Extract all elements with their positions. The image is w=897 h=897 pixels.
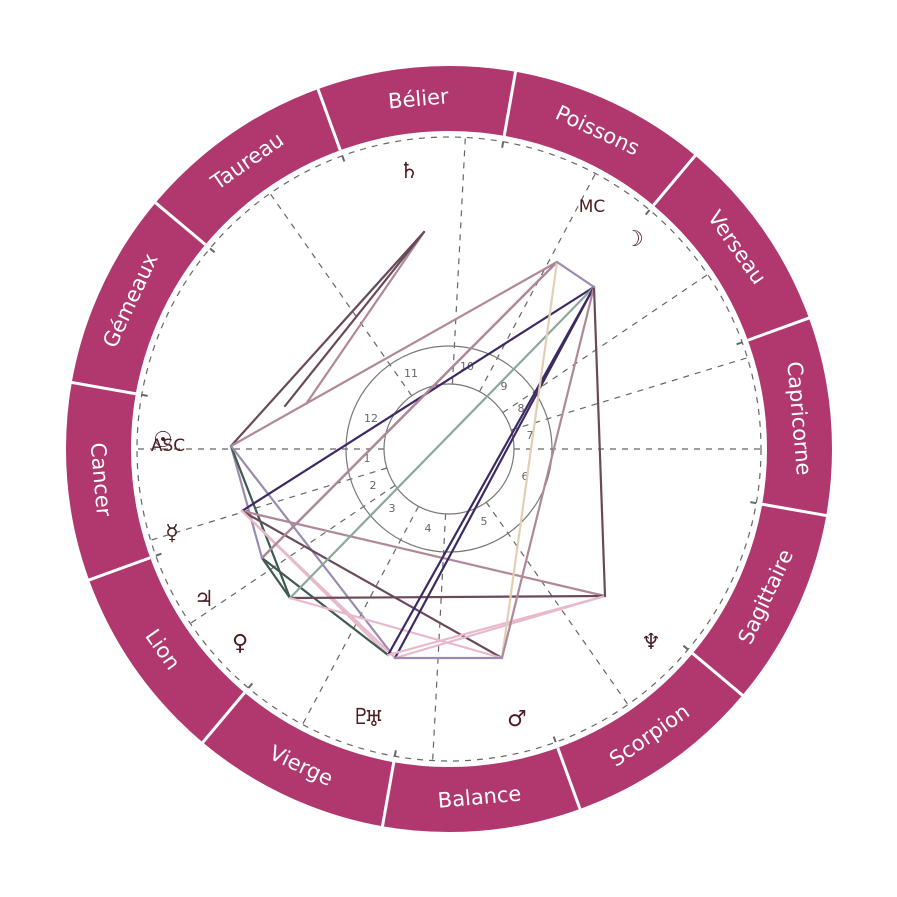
- house-number: 7: [527, 429, 534, 442]
- house-cusp-line: [451, 137, 466, 385]
- house-number: 1: [364, 452, 371, 465]
- sign-tick: [155, 552, 162, 557]
- house-number: 5: [481, 515, 488, 528]
- aspect-line: [283, 230, 426, 408]
- house-number: 2: [370, 479, 377, 492]
- aspect-line: [260, 260, 559, 560]
- aspect-line: [260, 556, 292, 600]
- sign-divider: [87, 556, 151, 582]
- sign-tick: [644, 209, 651, 216]
- saturn-icon: ♄: [399, 159, 419, 184]
- aspect-line: [229, 260, 559, 448]
- sign-divider: [652, 153, 697, 207]
- house-cusp-line: [190, 484, 396, 624]
- aspect-line: [592, 285, 607, 598]
- sign-divider: [70, 380, 137, 396]
- moon-icon: ☽: [624, 227, 644, 252]
- aspect-line: [386, 285, 596, 657]
- sun-icon: ☉: [153, 428, 173, 453]
- sign-tick: [736, 341, 743, 346]
- planet-glyphs: ♄ ☽ ☿ ♃ ♀ ♇♅ ♂ ♆ ☉ASC MC: [151, 159, 661, 732]
- sign-divider: [502, 70, 518, 137]
- mercury-icon: ☿: [165, 521, 179, 546]
- aspect-line: [386, 594, 607, 657]
- house-number: 9: [501, 380, 508, 393]
- zodiac-ring: [66, 66, 832, 832]
- mc-label: MC: [579, 197, 606, 217]
- aspect-line: [260, 556, 390, 657]
- sign-divider: [747, 316, 811, 342]
- ring-band: [66, 66, 832, 832]
- sign-label: Bélier: [387, 84, 450, 113]
- house-cusp-lines: [136, 136, 762, 762]
- jupiter-icon: ♃: [194, 587, 214, 612]
- sign-divider: [316, 87, 342, 151]
- sign-divider: [691, 652, 745, 697]
- sign-divider: [201, 691, 246, 745]
- house-cusp-line: [301, 506, 420, 725]
- aspect-line: [393, 285, 596, 660]
- sign-tick: [247, 682, 254, 689]
- sign-divider: [380, 761, 396, 828]
- sign-tick: [341, 155, 346, 162]
- aspect-line: [288, 285, 596, 600]
- house-cusp-line: [510, 357, 748, 431]
- sign-tick: [750, 501, 757, 505]
- sign-divider: [556, 747, 582, 811]
- house-number: 11: [404, 367, 418, 380]
- house-number: 3: [389, 502, 396, 515]
- aspect-line: [288, 596, 504, 660]
- aspect-line: [288, 594, 607, 600]
- house-cusp-line: [485, 501, 629, 705]
- house-cusp-line: [269, 193, 413, 397]
- venus-icon: ♀: [232, 631, 248, 656]
- house-inner-circle: [383, 383, 515, 515]
- aspect-line: [555, 260, 596, 289]
- aspect-lines: [229, 230, 607, 660]
- house-number: 6: [522, 470, 529, 483]
- sign-tick: [552, 736, 557, 743]
- uranus-icon: ♅: [364, 707, 384, 732]
- house-cusp-line: [150, 467, 388, 541]
- sign-tick: [393, 750, 397, 757]
- house-number: 8: [518, 402, 525, 415]
- house-cusp-line: [502, 274, 708, 414]
- aspect-line: [240, 509, 397, 660]
- aspect-line: [229, 444, 264, 560]
- aspect-line: [304, 230, 426, 406]
- sign-divider: [153, 201, 207, 246]
- aspect-line: [229, 230, 426, 448]
- aspect-line: [500, 285, 596, 660]
- house-number: 4: [425, 522, 432, 535]
- pluto-icon: ♇: [351, 705, 371, 730]
- aspect-line: [240, 285, 596, 513]
- aspect-line: [240, 509, 607, 598]
- asc-label: ASC: [151, 436, 185, 456]
- sign-tick: [209, 247, 216, 254]
- mars-icon: ♂: [507, 707, 527, 732]
- sign-divider: [761, 502, 828, 518]
- sign-tick: [501, 141, 505, 148]
- degree-circle: [136, 136, 762, 762]
- neptune-icon: ♆: [641, 630, 661, 655]
- aspect-line: [500, 260, 559, 660]
- house-number: 12: [364, 412, 378, 425]
- house-outer-circle: [345, 345, 553, 553]
- sign-tick: [141, 393, 148, 397]
- sign-tick: [682, 644, 689, 651]
